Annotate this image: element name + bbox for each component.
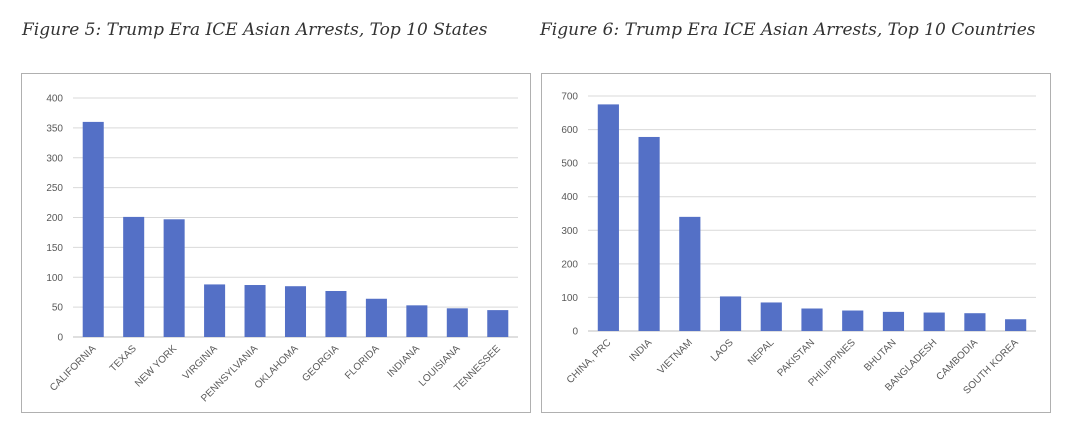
fig6-bar bbox=[760, 302, 782, 331]
fig5-x-tick-label: OKLAHOMA bbox=[253, 343, 301, 391]
fig5-x-tick-label: NEW YORK bbox=[133, 343, 179, 389]
fig6-bar bbox=[842, 310, 864, 331]
figure-5-plot: 0 50 100 150 200 250 300 350 400 CALIFORNIA TEXASN… bbox=[46, 94, 518, 404]
fig5-x-tick-label: VIRGINIA bbox=[181, 343, 220, 382]
fig5-bar bbox=[244, 285, 266, 337]
figure-6-title: Figure 6: Trump Era ICE Asian Arrests, T… bbox=[540, 20, 1036, 40]
fig6-x-tick-label: VIETNAM bbox=[656, 337, 695, 376]
fig5-bar bbox=[284, 286, 307, 337]
fig5-y-tick-label: 400 bbox=[46, 94, 63, 105]
fig5-bar bbox=[365, 298, 387, 337]
fig6-y-tick-label: 400 bbox=[561, 192, 578, 203]
fig6-bar bbox=[801, 308, 823, 331]
fig6-y-tick-label: 700 bbox=[561, 92, 578, 103]
fig5-y-tick-label: 100 bbox=[46, 273, 63, 284]
fig6-x-tick-label: INDIA bbox=[628, 337, 655, 364]
figure-6-chart: 0 100 200 300 400 500 600 700 CHINA, PRC INDIA VIE… bbox=[541, 73, 1051, 413]
fig5-y-tick-label: 250 bbox=[46, 183, 63, 194]
fig5-bar bbox=[406, 305, 428, 337]
fig6-bar bbox=[882, 311, 905, 331]
fig6-y-tick-label: 600 bbox=[561, 125, 578, 136]
fig6-x-tick-label: NEPAL bbox=[746, 337, 777, 368]
fig6-bar bbox=[638, 136, 660, 331]
fig6-y-tick-label: 500 bbox=[561, 159, 578, 170]
fig5-x-tick-label: CALIFORNIA bbox=[48, 343, 98, 393]
fig6-y-tick-label: 300 bbox=[561, 226, 578, 237]
fig5-y-tick-label: 150 bbox=[46, 243, 63, 254]
figure-5-chart: 0 50 100 150 200 250 300 350 400 CALIFORNIA TEXAS N… bbox=[21, 73, 531, 413]
fig6-bar bbox=[964, 313, 986, 331]
fig5-bar bbox=[487, 310, 509, 337]
fig6-bar bbox=[597, 104, 619, 331]
fig6-x-tick-label: LAOS bbox=[709, 337, 736, 364]
fig6-y-tick-label: 200 bbox=[561, 259, 578, 270]
fig5-y-tick-label: 300 bbox=[46, 153, 63, 164]
fig6-y-tick-label: 100 bbox=[561, 293, 578, 304]
fig6-y-tick-label: 0 bbox=[572, 327, 578, 338]
fig5-x-tick-label: TEXAS bbox=[108, 343, 139, 374]
fig5-y-tick-label: 350 bbox=[46, 123, 63, 134]
fig5-bar bbox=[325, 290, 347, 337]
fig6-bar bbox=[679, 216, 701, 331]
fig5-x-tick-label: GEORGIA bbox=[300, 343, 341, 384]
figure-5-title: Figure 5: Trump Era ICE Asian Arrests, T… bbox=[22, 20, 488, 40]
figure-6-plot: 0 100 200 300 400 500 600 700 CHINA, PRC INDIA VIE… bbox=[561, 92, 1036, 397]
fig6-x-tick-label: PAKISTAN bbox=[775, 337, 817, 379]
fig6-bar bbox=[923, 312, 945, 331]
fig5-y-tick-label: 50 bbox=[52, 303, 64, 314]
fig6-x-tick-label: CHINA, PRC bbox=[565, 337, 614, 386]
fig5-x-tick-label: FLORIDA bbox=[343, 343, 382, 382]
fig5-y-tick-label: 0 bbox=[57, 333, 63, 344]
fig5-bar bbox=[204, 284, 226, 337]
fig5-bar bbox=[163, 219, 185, 337]
fig6-bar bbox=[719, 296, 742, 331]
fig5-bar bbox=[123, 216, 145, 337]
fig6-bar bbox=[1005, 319, 1027, 331]
fig5-bar bbox=[82, 121, 104, 338]
fig5-bar bbox=[446, 308, 468, 337]
fig5-y-tick-label: 200 bbox=[46, 213, 63, 224]
fig6-x-tick-label: BHUTAN bbox=[862, 337, 898, 373]
fig5-x-tick-label: INDIANA bbox=[386, 343, 423, 380]
